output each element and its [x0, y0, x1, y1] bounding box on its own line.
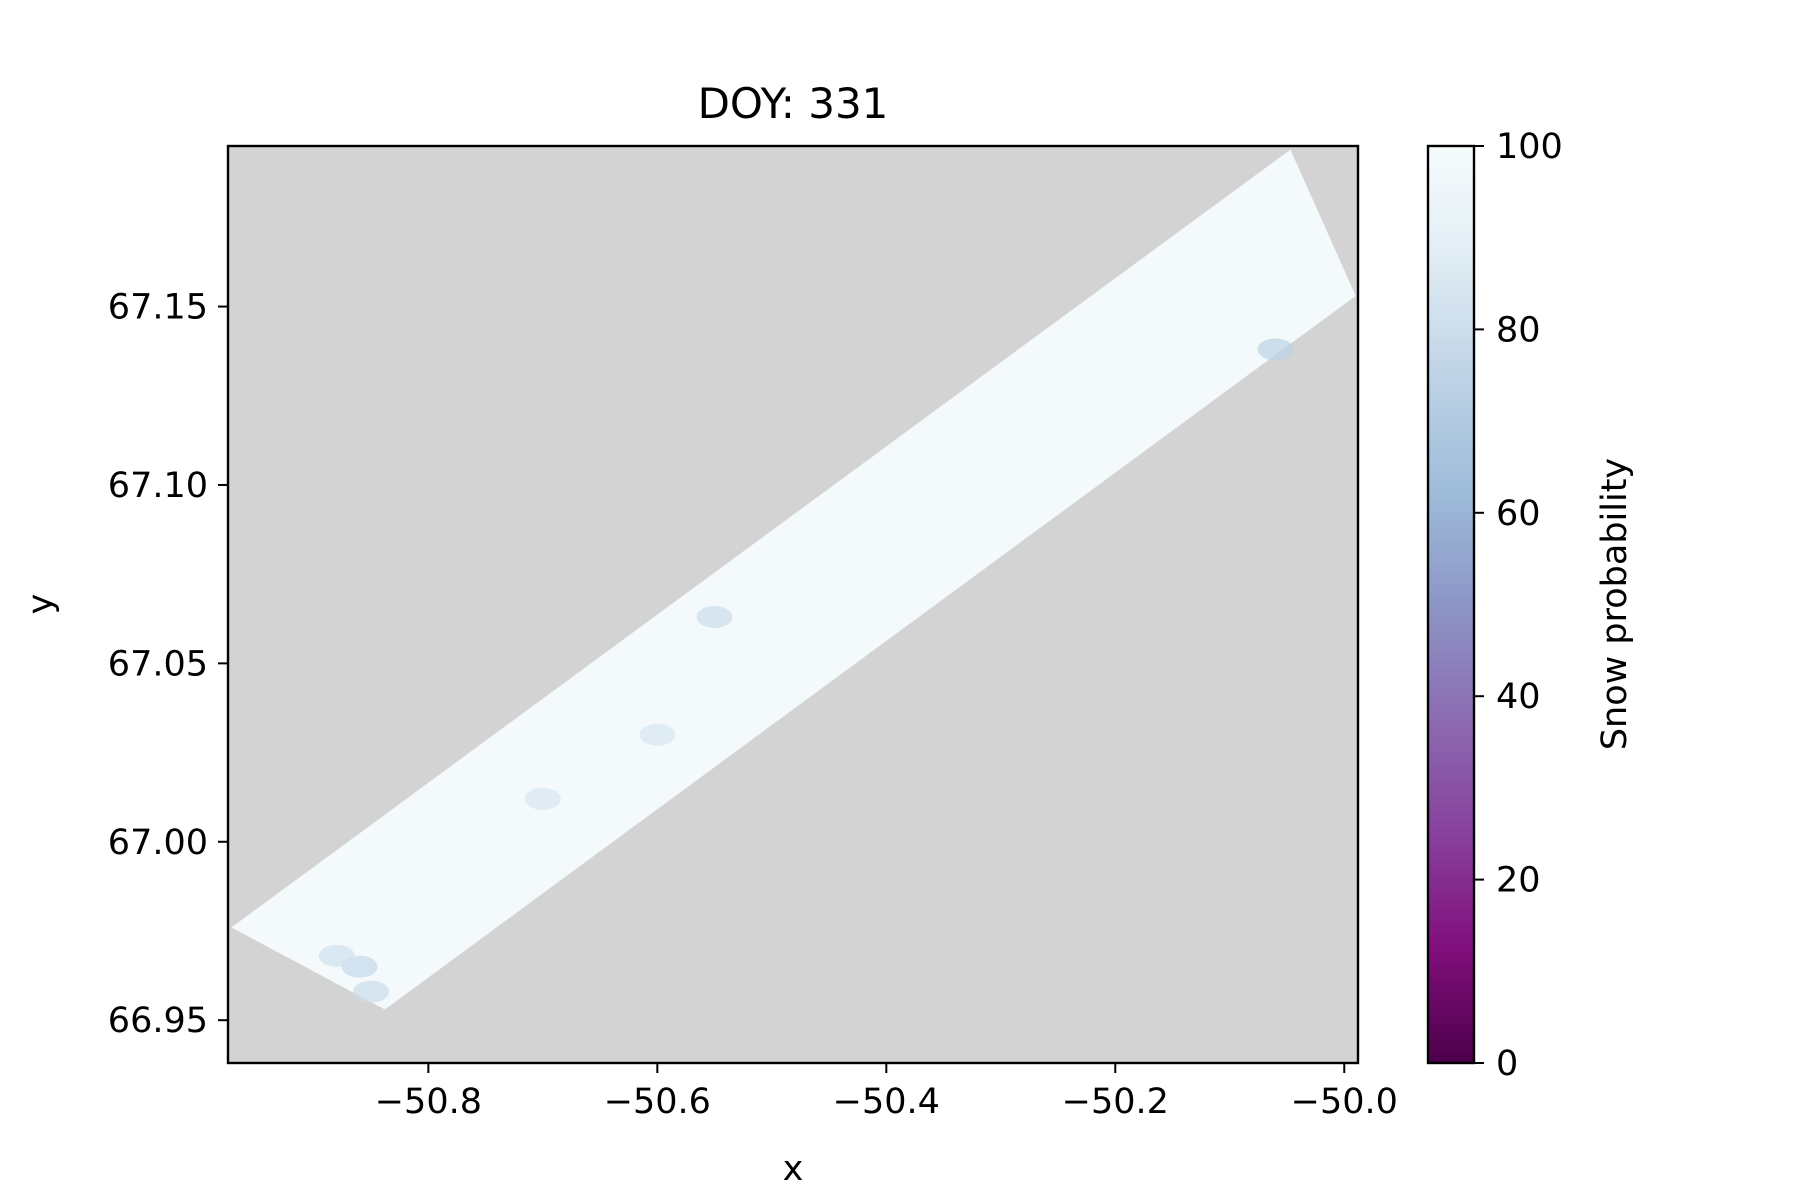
plot-frame [226, 144, 1360, 1065]
patch-1 [318, 944, 355, 967]
x-tick-label-4: −50.0 [1291, 1082, 1398, 1122]
y-tick-label-1: 67.00 [108, 823, 208, 863]
x-axis-title: x [783, 1149, 804, 1189]
colorbar-tick-label-3: 60 [1496, 494, 1541, 534]
colorbar-label: Snow probability [1595, 458, 1635, 750]
x-axis: −50.8 −50.6 −50.4 −50.2 −50.0 [375, 1063, 1398, 1122]
y-tick-label-2: 67.05 [108, 644, 208, 684]
x-tick-label-1: −50.6 [604, 1082, 711, 1122]
patch-5 [696, 605, 733, 628]
colorbar [1426, 144, 1476, 1065]
patch-2 [353, 980, 390, 1003]
y-axis-title: y [21, 594, 61, 615]
swath-footprint [231, 149, 1356, 1010]
y-axis: 66.95 67.00 67.05 67.10 67.15 [108, 288, 228, 1041]
patch-3 [639, 723, 676, 746]
colorbar-tick-label-2: 40 [1496, 677, 1541, 717]
chart-title: DOY: 331 [698, 79, 889, 128]
colorbar-tick-label-1: 20 [1496, 861, 1541, 901]
colorbar-tick-label-0: 0 [1496, 1044, 1518, 1084]
colorbar-tick-label-5: 100 [1496, 127, 1563, 167]
x-tick-label-0: −50.8 [375, 1082, 482, 1122]
patch-6 [1257, 338, 1294, 361]
low-probability-patches [318, 338, 1294, 1003]
patch-4 [524, 787, 561, 810]
y-tick-label-3: 67.10 [108, 466, 208, 506]
x-tick-label-2: −50.4 [833, 1082, 940, 1122]
y-tick-label-4: 67.15 [108, 288, 208, 328]
colorbar-tick-label-4: 80 [1496, 310, 1541, 350]
colorbar-axis: 0 20 40 60 80 100 [1474, 127, 1563, 1084]
y-tick-label-0: 66.95 [108, 1001, 208, 1041]
x-tick-label-3: −50.2 [1062, 1082, 1169, 1122]
